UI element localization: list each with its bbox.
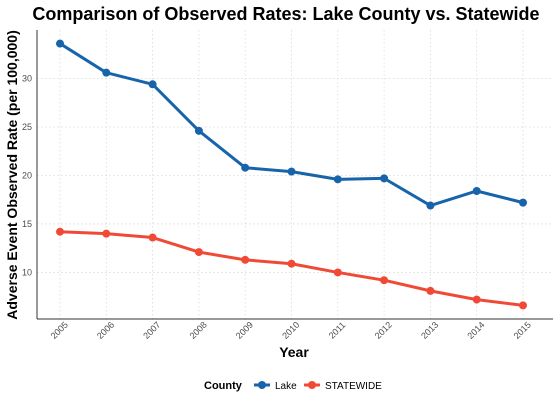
- legend-label-statewide: STATEWIDE: [325, 381, 382, 392]
- y-tick-label: 10: [22, 267, 32, 277]
- y-tick-label: 20: [22, 170, 32, 180]
- data-point-lake: [102, 68, 111, 77]
- x-tick-label: 2014: [465, 320, 486, 341]
- data-point-lake: [148, 80, 157, 89]
- x-tick-label: 2005: [49, 320, 70, 341]
- x-tick-label: 2013: [419, 320, 440, 341]
- data-point-statewide: [102, 229, 111, 238]
- data-point-lake: [380, 174, 389, 183]
- data-point-statewide: [426, 286, 435, 295]
- legend-label-lake: Lake: [275, 381, 297, 392]
- data-point-statewide: [333, 268, 342, 277]
- y-tick-label: 25: [22, 122, 32, 132]
- data-point-lake: [287, 167, 296, 176]
- chart-title: Comparison of Observed Rates: Lake Count…: [32, 4, 539, 24]
- data-point-lake: [194, 126, 203, 135]
- data-point-lake: [426, 201, 435, 210]
- y-tick-label: 15: [22, 219, 32, 229]
- y-tick-label: 30: [22, 73, 32, 83]
- data-point-statewide: [241, 255, 250, 264]
- x-tick-label: 2006: [95, 320, 116, 341]
- legend-marker-lake: [258, 381, 266, 389]
- data-point-statewide: [380, 276, 389, 285]
- data-point-lake: [56, 39, 64, 48]
- data-point-lake: [519, 198, 527, 207]
- data-point-statewide: [472, 295, 481, 304]
- data-point-statewide: [519, 301, 527, 310]
- x-tick-label: 2007: [141, 320, 162, 341]
- data-point-statewide: [148, 233, 157, 242]
- data-point-lake: [241, 163, 250, 172]
- x-tick-label: 2010: [280, 320, 301, 341]
- series-line-lake: [58, 42, 525, 208]
- x-tick-label: 2015: [512, 320, 533, 341]
- data-point-lake: [472, 186, 481, 195]
- y-axis-title: Adverse Event Observed Rate (per 100,000…: [4, 30, 20, 319]
- x-tick-label: 2012: [373, 320, 394, 341]
- legend-title: County: [204, 380, 243, 392]
- data-point-statewide: [287, 259, 296, 268]
- x-axis-title: Year: [279, 344, 309, 360]
- x-tick-label: 2011: [327, 320, 348, 341]
- legend: County Lake STATEWIDE: [204, 380, 382, 392]
- series: [56, 39, 527, 310]
- axes: 10 15 20 25 30 2005 2006 2007 2008 2009 2010 2011 20…: [22, 30, 553, 341]
- data-point-statewide: [56, 227, 64, 236]
- x-tick-label: 2008: [188, 320, 209, 341]
- data-point-lake: [333, 175, 342, 184]
- data-point-statewide: [194, 248, 203, 257]
- legend-marker-statewide: [308, 381, 316, 389]
- x-tick-label: 2009: [234, 320, 255, 341]
